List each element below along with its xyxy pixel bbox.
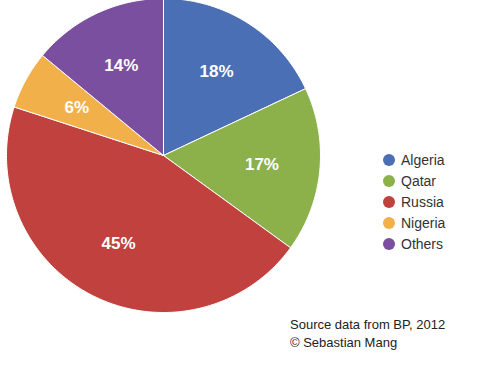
- svg-text:45%: 45%: [102, 234, 136, 253]
- html-text:Qatar: Qatar: [401, 173, 436, 190]
- svg-text:14%: 14%: [104, 56, 138, 75]
- svg-text:18%: 18%: [199, 62, 233, 81]
- html-text:Nigeria: Nigeria: [401, 214, 446, 231]
- svg-text:17%: 17%: [245, 155, 279, 174]
- html-text:Others: Others: [401, 235, 443, 252]
- html-text:Source data from BP, 2012: Source data from BP, 2012: [290, 317, 446, 332]
- html-text:Russia: Russia: [401, 194, 444, 210]
- html-text:Algeria: Algeria: [401, 152, 445, 169]
- html-text:© Sebastian Mang: © Sebastian Mang: [290, 335, 398, 350]
- svg-text:6%: 6%: [65, 98, 90, 117]
